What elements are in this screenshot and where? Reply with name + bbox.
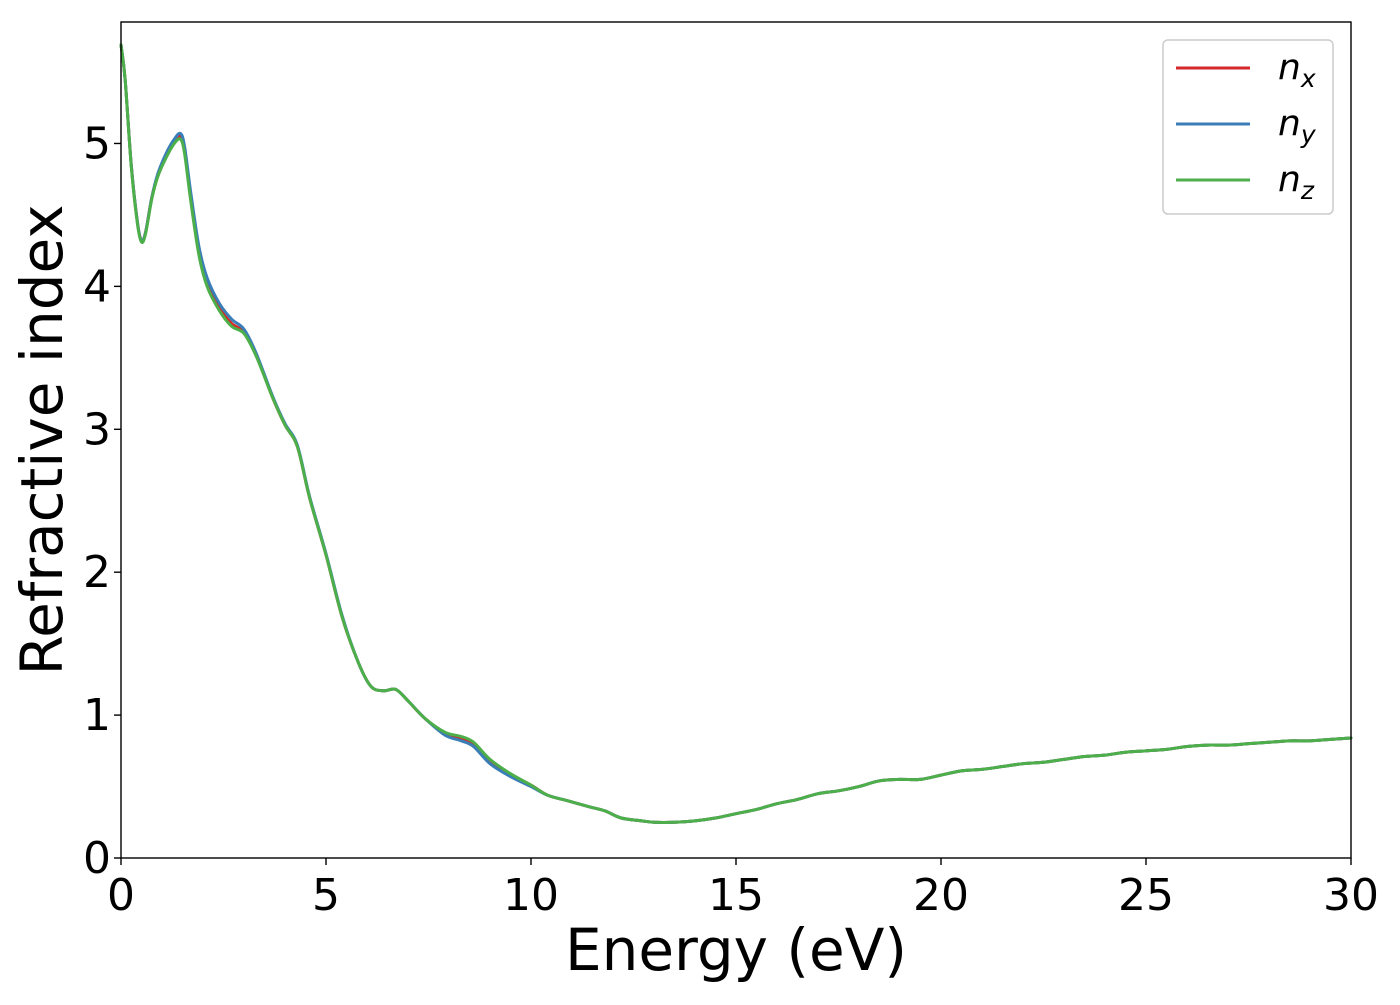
y-tick-label: 2 [83, 547, 111, 598]
y-tick-label: 0 [83, 833, 111, 884]
y-tick-label: 5 [83, 118, 111, 169]
legend-label-y: ny [1278, 103, 1317, 149]
y-tick-label: 3 [83, 404, 111, 455]
legend-label-x: nx [1278, 47, 1316, 93]
y-axis-label: Refractive index [8, 204, 76, 675]
legend-label-z: nz [1278, 159, 1315, 205]
series-layer [119, 43, 1353, 824]
x-tick-label: 25 [1118, 870, 1174, 921]
series-line-z [119, 43, 1353, 824]
legend-items: nx ny nz [1176, 47, 1317, 205]
legend: nx ny nz [1162, 39, 1334, 215]
y-tick-label: 1 [83, 690, 111, 741]
x-tick-label: 15 [708, 870, 764, 921]
x-tick-label: 20 [913, 870, 969, 921]
y-tick-label: 4 [83, 261, 111, 312]
x-tick-label: 5 [312, 870, 340, 921]
x-axis-label: Energy (eV) [565, 916, 907, 984]
x-tick-label: 30 [1323, 870, 1379, 921]
x-axis-ticks: 0 5 10 15 20 25 30 [107, 858, 1379, 921]
y-axis-ticks: 0 1 2 3 4 5 [83, 118, 121, 884]
x-tick-label: 10 [503, 870, 559, 921]
legend-box [1162, 39, 1334, 215]
x-tick-label: 0 [107, 870, 135, 921]
